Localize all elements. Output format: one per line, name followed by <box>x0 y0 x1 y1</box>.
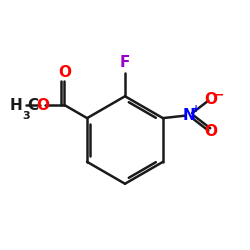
Text: O: O <box>204 92 217 107</box>
Text: O: O <box>37 98 50 112</box>
Text: O: O <box>204 124 217 140</box>
Text: +: + <box>192 104 200 115</box>
Text: N: N <box>183 108 196 123</box>
Text: O: O <box>58 65 71 80</box>
Text: 3: 3 <box>22 110 30 120</box>
Text: F: F <box>120 55 130 70</box>
Text: C: C <box>27 98 38 112</box>
Text: −: − <box>214 88 224 102</box>
Text: H: H <box>9 98 22 112</box>
